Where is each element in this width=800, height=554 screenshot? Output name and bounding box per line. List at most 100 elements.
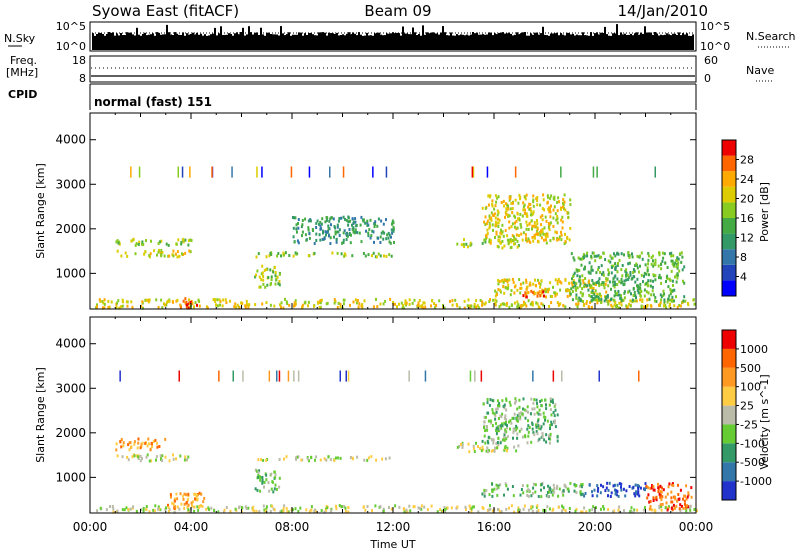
echo-cell: [337, 219, 340, 223]
nsky-bar: [400, 35, 402, 50]
echo-cell: [622, 283, 625, 287]
nsky-bar: [498, 32, 500, 50]
echo-cell: [507, 204, 509, 208]
echo-stripe: [276, 370, 278, 382]
echo-cell: [150, 442, 153, 446]
y-tick-label: 2000: [55, 222, 86, 236]
echo-cell: [495, 221, 498, 225]
echo-cell: [377, 236, 380, 240]
echo-cell: [540, 483, 543, 487]
echo-cell: [506, 213, 509, 217]
echo-cell: [503, 448, 506, 452]
echo-cell: [342, 215, 345, 219]
echo-cell: [525, 295, 528, 299]
echo-cell: [497, 485, 500, 489]
nsky-bar: [108, 32, 110, 50]
echo-cell: [550, 490, 553, 494]
echo-cell: [491, 494, 494, 498]
echo-cell: [107, 306, 110, 309]
echo-cell: [111, 505, 114, 508]
echo-cell: [597, 266, 600, 269]
echo-cell: [537, 439, 540, 443]
echo-cell: [559, 302, 562, 306]
echo-cell: [332, 217, 335, 221]
echo-cell: [497, 221, 500, 225]
echo-cell: [319, 301, 322, 305]
echo-cell: [152, 440, 155, 443]
echo-cell: [374, 504, 377, 508]
echo-cell: [568, 238, 571, 242]
echo-cell: [176, 250, 179, 254]
echo-cell: [516, 288, 519, 292]
echo-cell: [666, 508, 669, 512]
echo-cell: [540, 404, 543, 408]
echo-cell: [413, 505, 416, 509]
echo-cell: [588, 293, 591, 297]
nsky-bar: [688, 35, 690, 50]
echo-cell: [539, 285, 542, 289]
echo-cell: [141, 300, 144, 304]
echo-cell: [523, 504, 526, 508]
nsky-bar: [426, 32, 428, 50]
nsky-bar: [438, 34, 440, 50]
echo-cell: [424, 305, 427, 309]
nave-tick-top: 60: [704, 54, 718, 67]
echo-cell: [168, 254, 171, 258]
echo-cell: [148, 510, 151, 514]
nsky-bar: [676, 34, 678, 50]
echo-cell: [649, 487, 652, 490]
nsky-bar: [390, 33, 392, 50]
echo-cell: [661, 251, 664, 255]
echo-cell: [599, 292, 602, 296]
nsky-bar: [154, 35, 156, 50]
echo-cell: [295, 227, 298, 231]
echo-cell: [574, 284, 577, 287]
echo-cell: [426, 508, 429, 512]
echo-cell: [604, 489, 607, 493]
echo-cell: [526, 405, 529, 409]
echo-cell: [530, 440, 533, 444]
echo-cell: [487, 508, 490, 512]
echo-cell: [655, 498, 658, 502]
echo-cell: [283, 504, 286, 508]
echo-cell: [485, 233, 488, 237]
echo-cell: [575, 484, 578, 487]
echo-cell: [681, 268, 684, 272]
echo-cell: [527, 494, 530, 498]
echo-cell: [173, 497, 176, 501]
colorbar-tick-label: -1000: [740, 475, 772, 488]
echo-region: [116, 453, 190, 463]
echo-stripe: [561, 370, 563, 382]
echo-cell: [262, 274, 265, 278]
echo-cell: [156, 441, 159, 445]
echo-cell: [540, 398, 543, 402]
echo-cell: [558, 235, 561, 239]
echo-cell: [294, 251, 297, 255]
echo-cell: [657, 486, 660, 490]
nsky-bar: [578, 35, 580, 50]
echo-cell: [163, 302, 165, 306]
echo-cell: [259, 285, 262, 289]
colorbar-swatch: [722, 233, 736, 250]
echo-cell: [335, 237, 338, 241]
echo-region: [167, 491, 206, 510]
echo-cell: [362, 505, 365, 509]
echo-cell: [467, 245, 469, 249]
echo-cell: [351, 456, 354, 460]
echo-cell: [495, 428, 497, 432]
echo-cell: [233, 305, 236, 309]
echo-cell: [331, 251, 334, 255]
echo-cell: [548, 437, 550, 441]
echo-cell: [386, 233, 389, 237]
echo-cell: [527, 205, 530, 209]
echo-cell: [493, 487, 496, 491]
echo-cell: [517, 444, 520, 448]
nsky-bar: [424, 34, 426, 50]
echo-cell: [392, 225, 395, 229]
echo-cell: [462, 242, 465, 246]
echo-cell: [463, 238, 465, 242]
echo-cell: [668, 277, 671, 281]
echo-cell: [481, 439, 484, 443]
nsky-bar: [442, 26, 444, 50]
echo-cell: [607, 494, 609, 498]
